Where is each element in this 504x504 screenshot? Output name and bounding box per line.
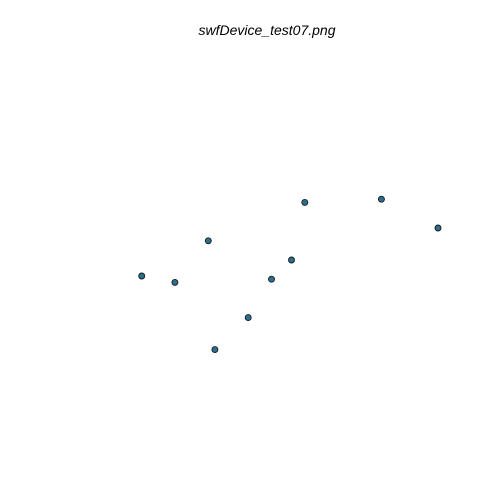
data-point <box>204 237 212 245</box>
data-point <box>268 275 275 283</box>
data-point <box>377 195 385 203</box>
data-point <box>301 198 309 206</box>
data-point <box>434 224 442 232</box>
data-point <box>244 314 252 322</box>
data-point <box>171 278 179 286</box>
data-point <box>138 272 146 280</box>
chart-title: swfDevice_test07.png <box>199 22 336 38</box>
data-point <box>288 256 295 264</box>
points-layer <box>138 195 442 354</box>
data-point <box>211 346 219 354</box>
